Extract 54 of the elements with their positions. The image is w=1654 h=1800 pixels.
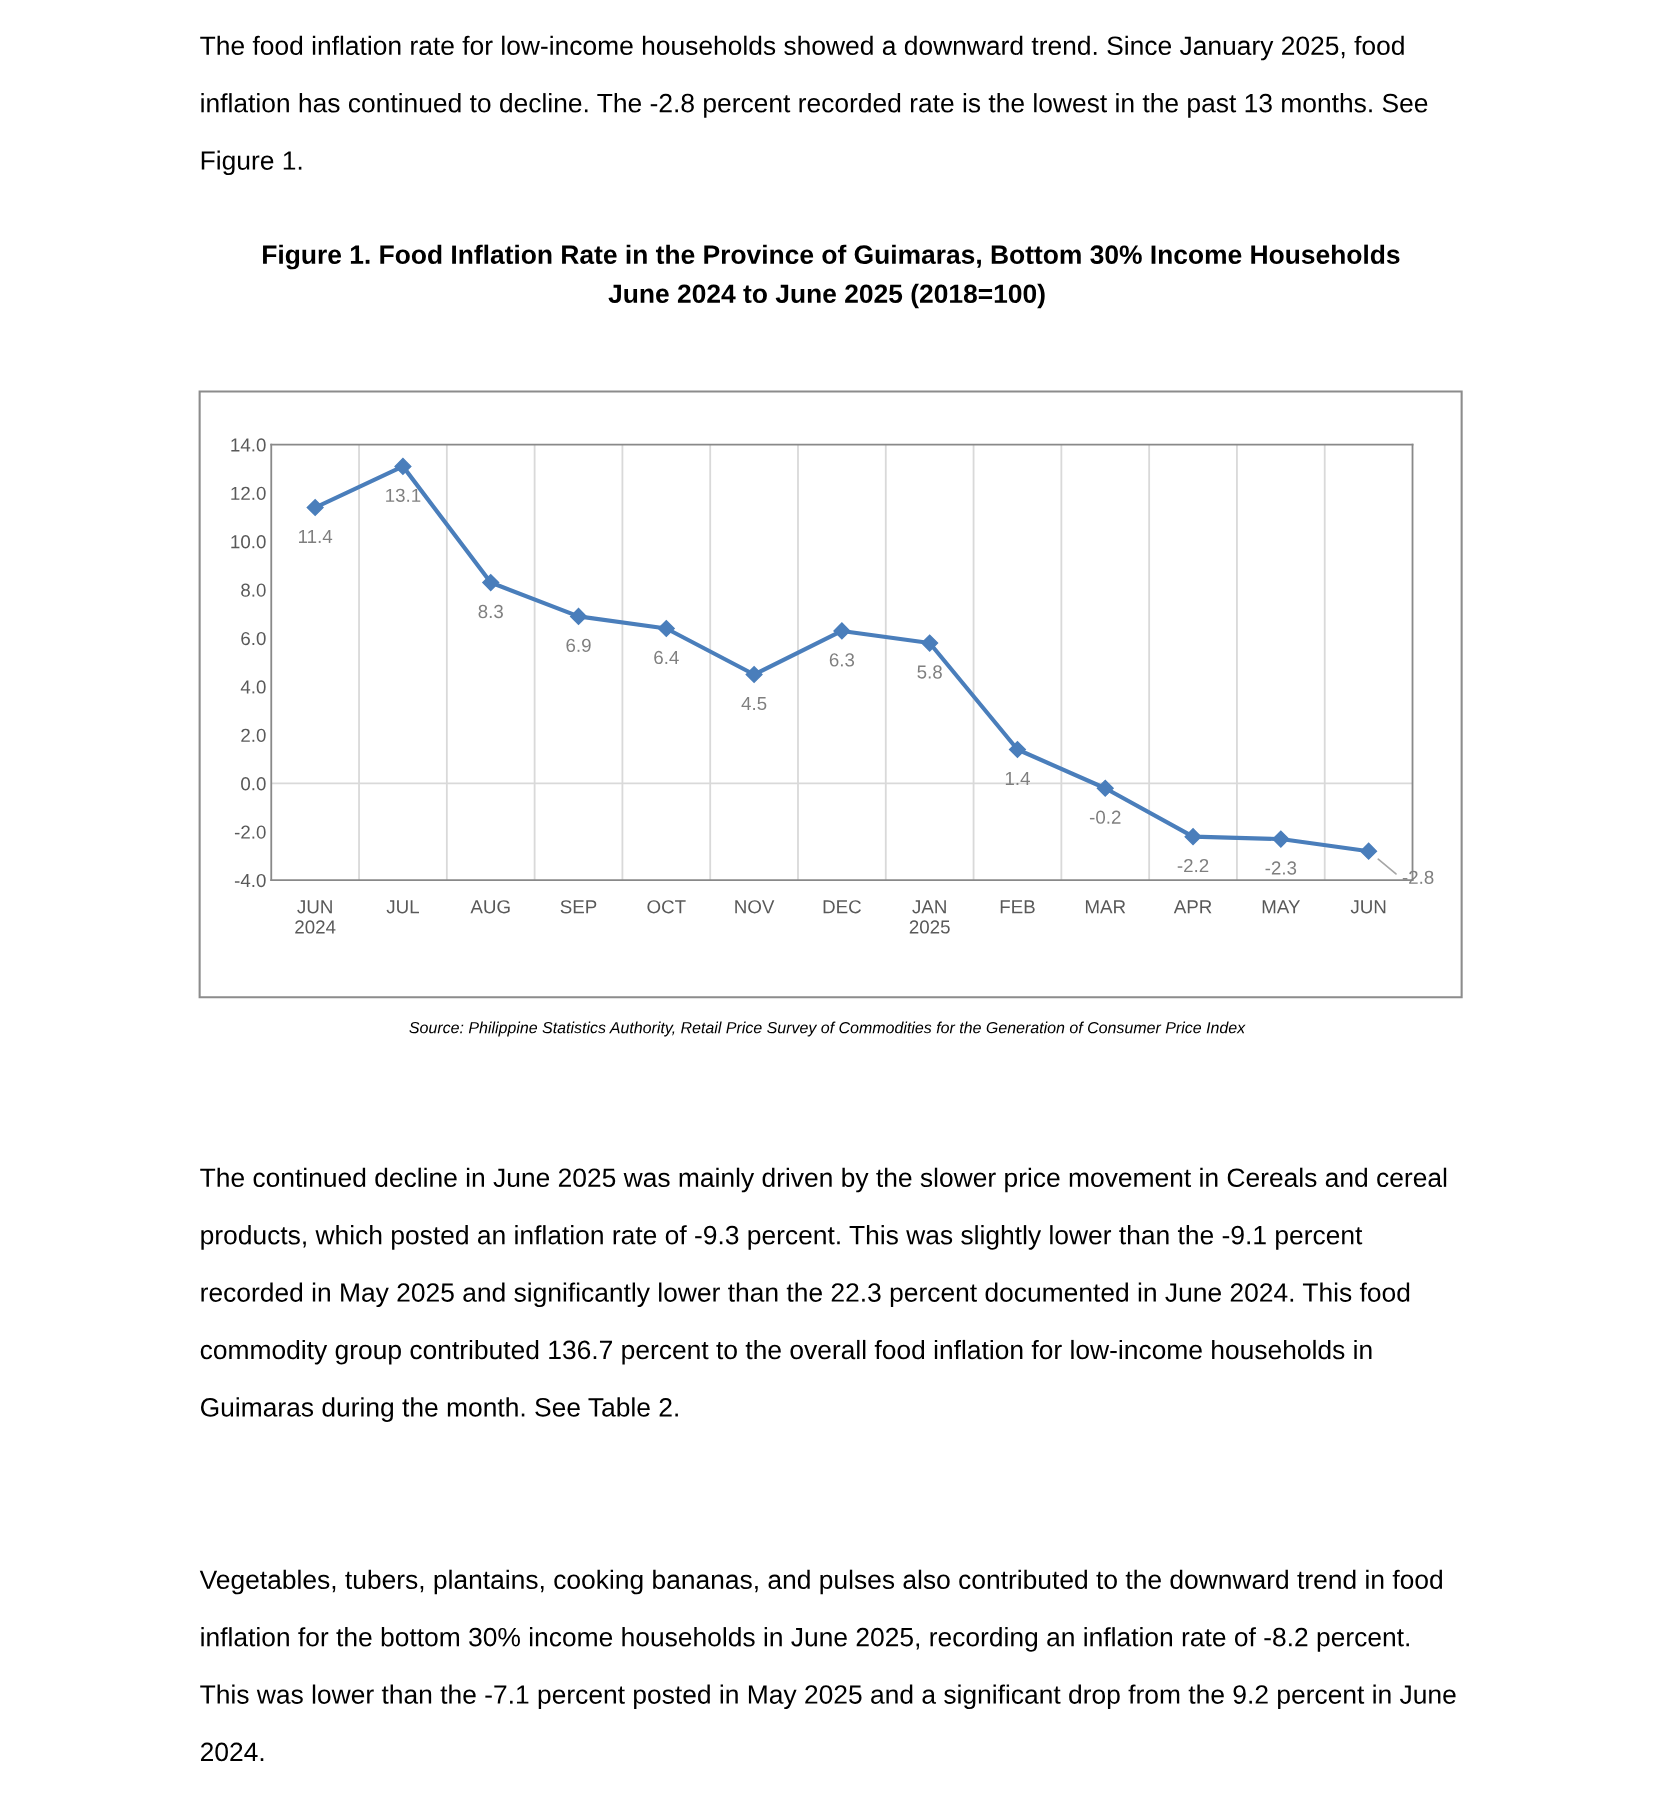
- point: [1272, 830, 1290, 848]
- chart-title: Figure 1. Food Inflation Rate in the Province of Guimaras, Bottom 30% Income Households: [263, 244, 1400, 270]
- x-tick-label: FEB: [1000, 900, 1035, 914]
- point: [657, 619, 675, 638]
- text: The food inflation rate for low-income households showed a downward trend. Since January 2025, food inflation has continued to decline. The -2.8 percent recorded rate is the lowest in the past 13 months. See Figure 1.: [200, 35, 1428, 176]
- data-label: 5.8: [917, 665, 942, 679]
- x-tick-label: NOV: [735, 900, 775, 914]
- data-label: 6.9: [566, 638, 591, 653]
- y-tick-label: 12.0: [231, 486, 266, 500]
- point: [394, 457, 412, 475]
- y-tick-label: 8.0: [241, 583, 266, 597]
- y-tick-label: 14.0: [231, 438, 266, 452]
- point: [569, 607, 588, 625]
- data-label: -2.3: [1265, 861, 1297, 875]
- point: [921, 634, 939, 652]
- point: [482, 573, 500, 592]
- x-tick-label: DEC: [823, 900, 861, 914]
- y-tick-label: 10.0: [231, 535, 266, 549]
- x-tick-label: AUG: [470, 900, 510, 914]
- x-tick-label: JUN 2024: [295, 900, 336, 934]
- point: [306, 498, 324, 517]
- point: [1096, 779, 1114, 797]
- y-tick-label: 6.0: [241, 631, 266, 646]
- x-tick-label: OCT: [647, 900, 686, 914]
- x-tick-label: MAR: [1085, 900, 1126, 914]
- data-label: 6.4: [654, 650, 679, 665]
- point: [1008, 740, 1027, 759]
- x-tick-label: MAY: [1262, 900, 1301, 914]
- data-label: 4.5: [741, 697, 767, 711]
- y-tick-label: -2.0: [234, 825, 266, 839]
- point: [1184, 828, 1202, 846]
- x-tick-label: JAN 2025: [909, 900, 950, 934]
- x-tick-label: JUL: [386, 900, 419, 914]
- point: [833, 622, 851, 640]
- point: [745, 665, 763, 684]
- x-tick-label: SEP: [560, 900, 597, 914]
- data-label: 8.3: [478, 604, 503, 619]
- data-label: 13.1: [386, 488, 421, 502]
- y-tick-label: -4.0: [234, 873, 266, 888]
- x-tick-label: JUN: [1350, 900, 1386, 914]
- source-note: Source: Philippine Statistics Authority, Retail Price Survey of Commodities for the Generation of Consumer Price Index: [409, 1021, 1246, 1037]
- text: The continued decline in June 2025 was mainly driven by the slower price movement in Cereals and cereal products, which posted an inflation rate of -9.3 percent. This was slightly lower than the -9.1 percent recorded in May 2025 and significantly lower than the 22.3 percent documented in June 2024. This food commodity group contributed 136.7 percent to the overall food inflation for low-income households in Guimaras during the month. See Table 2.: [200, 1167, 1447, 1422]
- data-label: -0.2: [1089, 810, 1121, 824]
- data-label: 1.4: [1005, 772, 1030, 785]
- data-label: 6.3: [829, 653, 855, 667]
- point: [1360, 842, 1378, 860]
- y-tick-label: 4.0: [240, 680, 266, 694]
- x-tick-label: APR: [1173, 900, 1212, 914]
- chart-subtitle: June 2024 to June 2025 (2018=100): [608, 283, 1045, 309]
- data-label: 11.4: [299, 530, 333, 543]
- y-tick-label: 0.0: [241, 777, 266, 791]
- data-label: -2.2: [1177, 858, 1209, 873]
- text: Vegetables, tubers, plantains, cooking bananas, and pulses also contributed to the downward trend in food inflation for the bottom 30% income households in June 2025, recording an inflation rate of -8.2 percent. This was lower than the -7.1 percent posted in May 2025 and a significant drop from the 9.2 percent in June 2024.: [199, 1569, 1456, 1762]
- y-tick-label: 2.0: [241, 728, 266, 742]
